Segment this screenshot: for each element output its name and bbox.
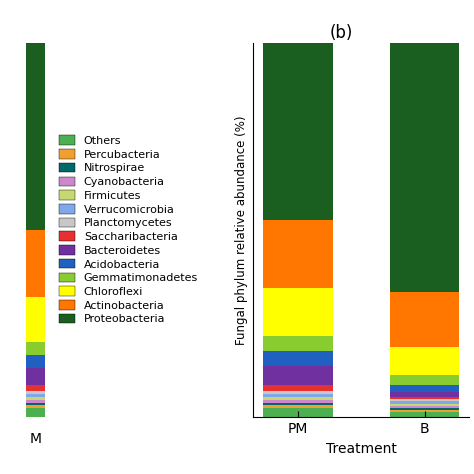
Bar	[390, 410, 459, 411]
Bar	[390, 292, 459, 347]
Bar	[27, 368, 45, 385]
Bar	[27, 41, 45, 229]
X-axis label: Treatment: Treatment	[326, 442, 397, 456]
Bar	[263, 397, 333, 400]
Bar	[27, 405, 45, 408]
Bar	[263, 408, 333, 417]
Bar	[390, 397, 459, 399]
Bar	[390, 384, 459, 392]
Bar	[390, 347, 459, 375]
Bar	[263, 351, 333, 366]
Bar	[390, 375, 459, 384]
Bar	[263, 385, 333, 391]
Bar	[263, 391, 333, 393]
Bar	[390, 411, 459, 417]
Bar	[27, 400, 45, 402]
Bar	[390, 392, 459, 397]
Bar	[263, 288, 333, 336]
Bar	[263, 402, 333, 405]
Bar	[390, 401, 459, 404]
Bar	[263, 400, 333, 402]
Bar	[263, 336, 333, 351]
Bar	[27, 397, 45, 400]
Bar	[27, 393, 45, 397]
Legend: Others, Percubacteria, Nitrospirae, Cyanobacteria, Firmicutes, Verrucomicrobia, : Others, Percubacteria, Nitrospirae, Cyan…	[59, 136, 198, 324]
Bar	[263, 405, 333, 408]
Bar	[390, 406, 459, 408]
Bar	[390, 408, 459, 410]
Bar	[27, 297, 45, 342]
Bar	[263, 43, 333, 220]
Bar	[27, 408, 45, 417]
Bar	[263, 393, 333, 397]
Text: M: M	[30, 432, 42, 446]
Bar	[263, 220, 333, 288]
Bar	[390, 41, 459, 292]
Bar	[27, 385, 45, 391]
Text: (b): (b)	[329, 24, 353, 42]
Bar	[27, 342, 45, 355]
Bar	[27, 402, 45, 405]
Y-axis label: Fungal phylum relative abundance (%): Fungal phylum relative abundance (%)	[235, 115, 247, 345]
Bar	[27, 355, 45, 368]
Bar	[27, 229, 45, 297]
Bar	[390, 399, 459, 401]
Bar	[27, 391, 45, 393]
Bar	[390, 404, 459, 406]
Bar	[263, 366, 333, 385]
